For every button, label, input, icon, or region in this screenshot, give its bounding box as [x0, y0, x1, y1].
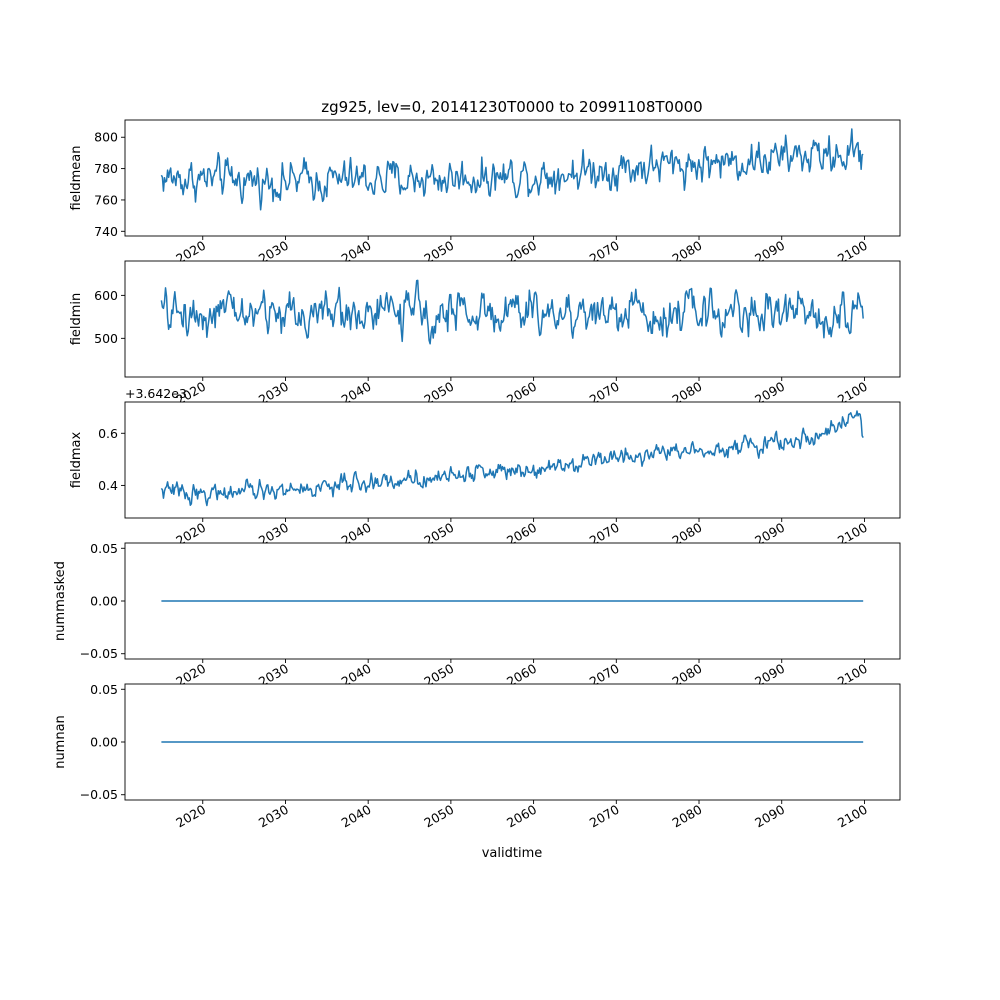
x-tick-label: 2050	[421, 802, 456, 831]
y-tick-label: 0.00	[90, 735, 118, 750]
y-tick-label: 0.05	[90, 541, 118, 556]
y-tick-label: 0.4	[98, 478, 118, 493]
x-tick-label: 2090	[752, 802, 787, 831]
x-tick-label: 2040	[339, 802, 374, 831]
series-line-fieldmin	[160, 279, 864, 345]
chart-title: zg925, lev=0, 20141230T0000 to 20991108T…	[321, 98, 702, 116]
x-tick-label: 2100	[835, 802, 870, 831]
y-tick-label: 800	[94, 130, 118, 145]
subplot-numnan: −0.05 0.00 0.05 numnan 2020 2030 2040 2050 2060 2…	[53, 682, 901, 831]
x-tick-label: 2060	[504, 802, 539, 831]
x-tick-label: 2080	[669, 802, 704, 831]
x-tick-label: 2020	[173, 802, 208, 831]
y-axis-label: numnan	[53, 715, 68, 769]
y-tick-label: −0.05	[80, 646, 118, 661]
y-tick-label: −0.05	[80, 787, 118, 802]
y-tick-label: 760	[94, 192, 118, 207]
axes-frame-fieldmax	[124, 401, 901, 519]
x-tick-label: 2030	[256, 802, 291, 831]
y-tick-label: 740	[94, 224, 118, 239]
y-axis-label: fieldmean	[69, 146, 84, 211]
y-tick-label: 500	[94, 331, 118, 346]
x-tick-label: 2070	[587, 802, 622, 831]
y-offset-text: +3.642e3	[125, 386, 187, 401]
y-axis-label: fieldmax	[69, 432, 84, 489]
y-tick-label: 600	[94, 288, 118, 303]
y-tick-label: 780	[94, 161, 118, 176]
y-axis-label: fieldmin	[69, 293, 84, 346]
axes-background	[125, 402, 900, 518]
axes-background	[125, 261, 900, 377]
axes-frame-fieldmean	[124, 119, 901, 237]
y-tick-label: 0.6	[98, 426, 118, 441]
y-tick-label: 0.05	[90, 682, 118, 697]
series-line-fieldmean	[160, 128, 864, 211]
series-line-fieldmax	[160, 410, 864, 507]
subplot-stack: 740 760 780 800 fieldmean 2020 2030 2040 2050 206…	[53, 119, 901, 831]
axes-frame-fieldmin	[124, 260, 901, 378]
y-tick-label: 0.00	[90, 594, 118, 609]
x-axis-label: validtime	[482, 846, 543, 861]
y-axis-label: nummasked	[53, 561, 68, 641]
